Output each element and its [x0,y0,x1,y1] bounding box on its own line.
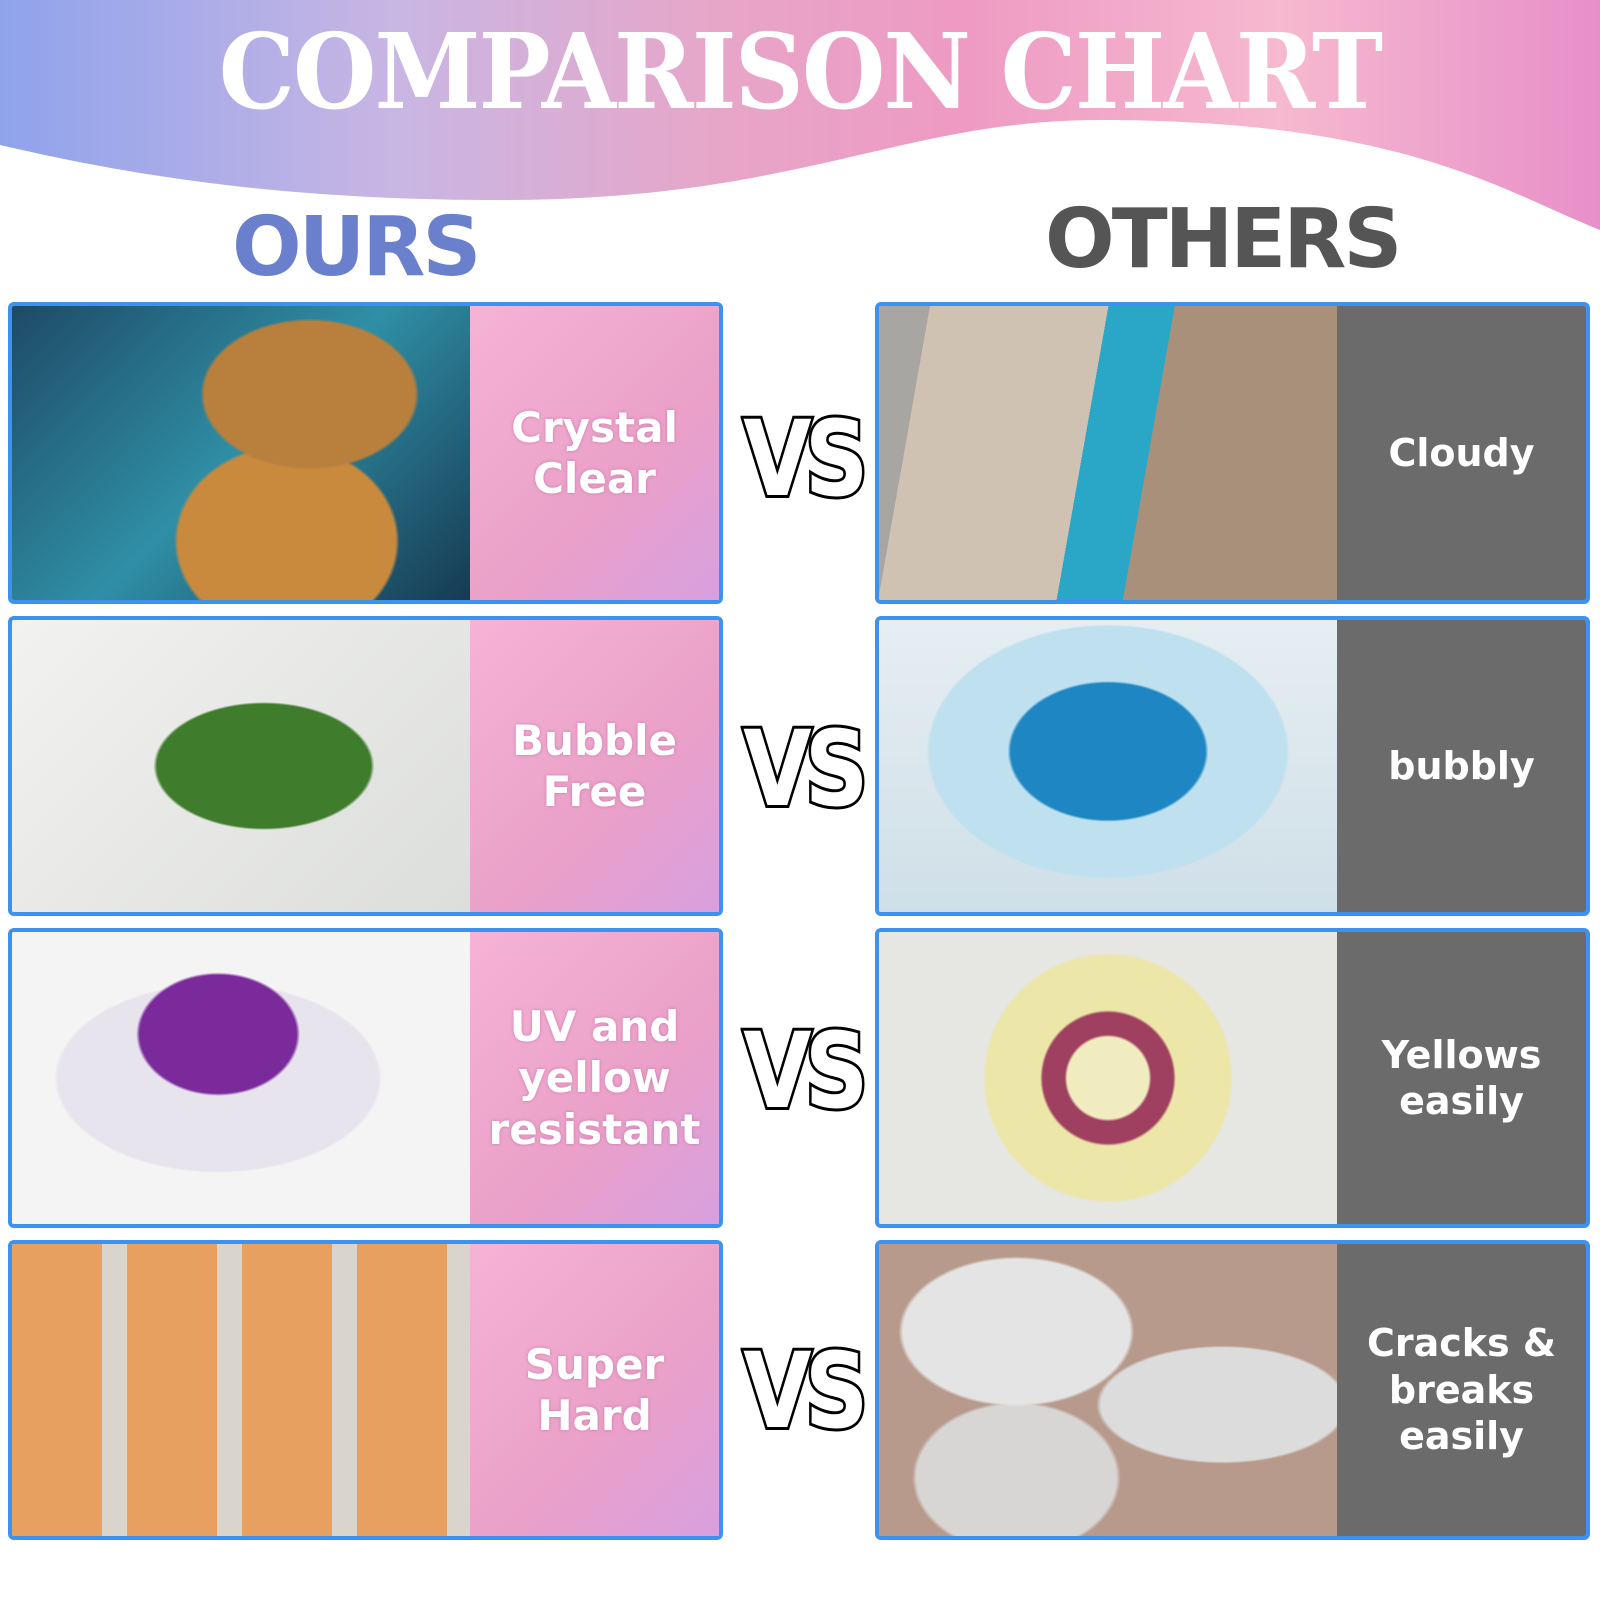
ours-label-4: Super Hard [470,1244,719,1536]
others-photo-3 [879,932,1337,1224]
ours-card-4: Super Hard [8,1240,723,1540]
others-heading: OTHERS [1045,192,1402,287]
vs-badge-1: VS [741,395,871,523]
others-label-1: Cloudy [1337,306,1586,600]
ours-photo-4 [12,1244,470,1536]
ours-label-2: Bubble Free [470,620,719,912]
others-label-4: Cracks & breaks easily [1337,1244,1586,1536]
others-photo-4 [879,1244,1337,1536]
vs-badge-2: VS [741,705,871,833]
ours-label-3: UV and yellow resistant [470,932,719,1224]
others-card-4: Cracks & breaks easily [875,1240,1590,1540]
vs-badge-4: VS [741,1327,871,1455]
vs-badge-3: VS [741,1007,871,1135]
others-card-1: Cloudy [875,302,1590,604]
ours-heading: OURS [232,200,481,295]
others-card-2: bubbly [875,616,1590,916]
ours-photo-2 [12,620,470,912]
others-photo-2 [879,620,1337,912]
ours-photo-1 [12,306,470,600]
others-label-2: bubbly [1337,620,1586,912]
ours-card-1: Crystal Clear [8,302,723,604]
others-photo-1 [879,306,1337,600]
ours-label-1: Crystal Clear [470,306,719,600]
ours-photo-3 [12,932,470,1224]
ours-card-2: Bubble Free [8,616,723,916]
page-title: COMPARISON CHART [218,10,1383,133]
others-label-3: Yellows easily [1337,932,1586,1224]
others-card-3: Yellows easily [875,928,1590,1228]
ours-card-3: UV and yellow resistant [8,928,723,1228]
